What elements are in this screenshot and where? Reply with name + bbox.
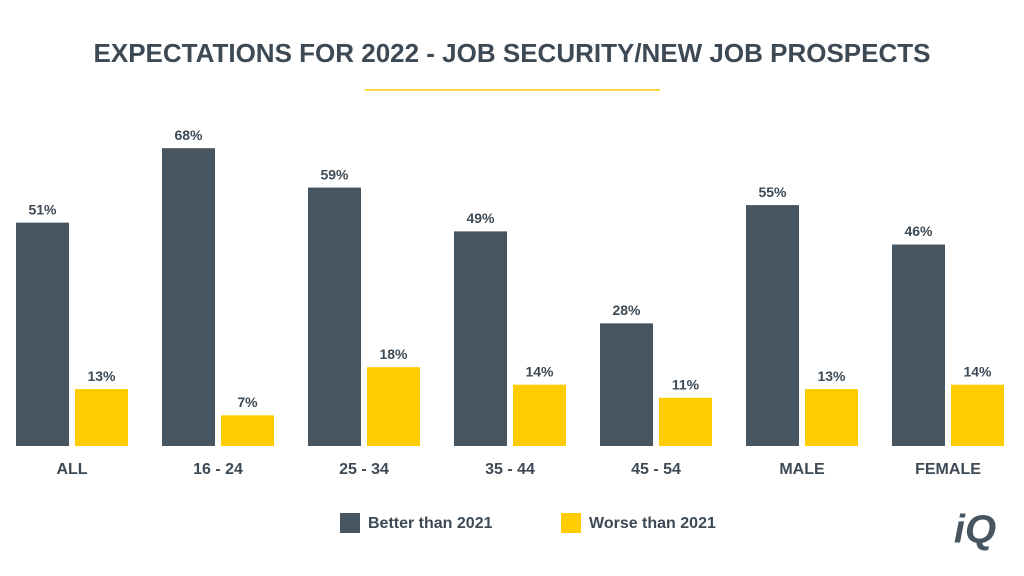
value-label: 14%	[525, 363, 554, 379]
bar	[600, 323, 653, 446]
x-tick-label: 35 - 44	[485, 461, 535, 478]
value-label: 49%	[466, 210, 495, 226]
x-tick-label: ALL	[56, 461, 87, 478]
value-label: 11%	[672, 377, 700, 393]
value-label: 14%	[963, 363, 992, 379]
value-label: 13%	[817, 368, 846, 384]
bar	[367, 367, 420, 446]
bar	[162, 148, 215, 446]
bar	[892, 244, 945, 446]
bar	[951, 384, 1004, 446]
bar	[308, 187, 361, 446]
value-label: 68%	[174, 127, 203, 143]
value-label: 55%	[758, 184, 787, 200]
value-label: 7%	[237, 394, 258, 410]
legend-label: Worse than 2021	[589, 515, 716, 532]
bar	[659, 397, 712, 446]
value-label: 59%	[320, 166, 349, 182]
legend-label: Better than 2021	[368, 515, 493, 532]
x-tick-label: FEMALE	[915, 461, 981, 478]
value-label: 46%	[904, 223, 933, 239]
legend-swatch	[340, 513, 360, 533]
logo: iQ	[954, 508, 996, 552]
x-tick-label: 16 - 24	[193, 461, 243, 478]
x-tick-label: 45 - 54	[631, 461, 681, 478]
bar	[75, 389, 128, 446]
bar	[16, 222, 69, 446]
bar	[513, 384, 566, 446]
value-label: 18%	[379, 346, 408, 362]
value-label: 28%	[612, 302, 641, 318]
value-label: 13%	[87, 368, 116, 384]
value-label: 51%	[28, 201, 57, 217]
bar	[454, 231, 507, 446]
bar	[746, 205, 799, 446]
legend-swatch	[561, 513, 581, 533]
bar	[805, 389, 858, 446]
x-tick-label: MALE	[779, 461, 825, 478]
x-tick-label: 25 - 34	[339, 461, 389, 478]
chart-title: EXPECTATIONS FOR 2022 - JOB SECURITY/NEW…	[94, 38, 931, 68]
bar	[221, 415, 274, 446]
